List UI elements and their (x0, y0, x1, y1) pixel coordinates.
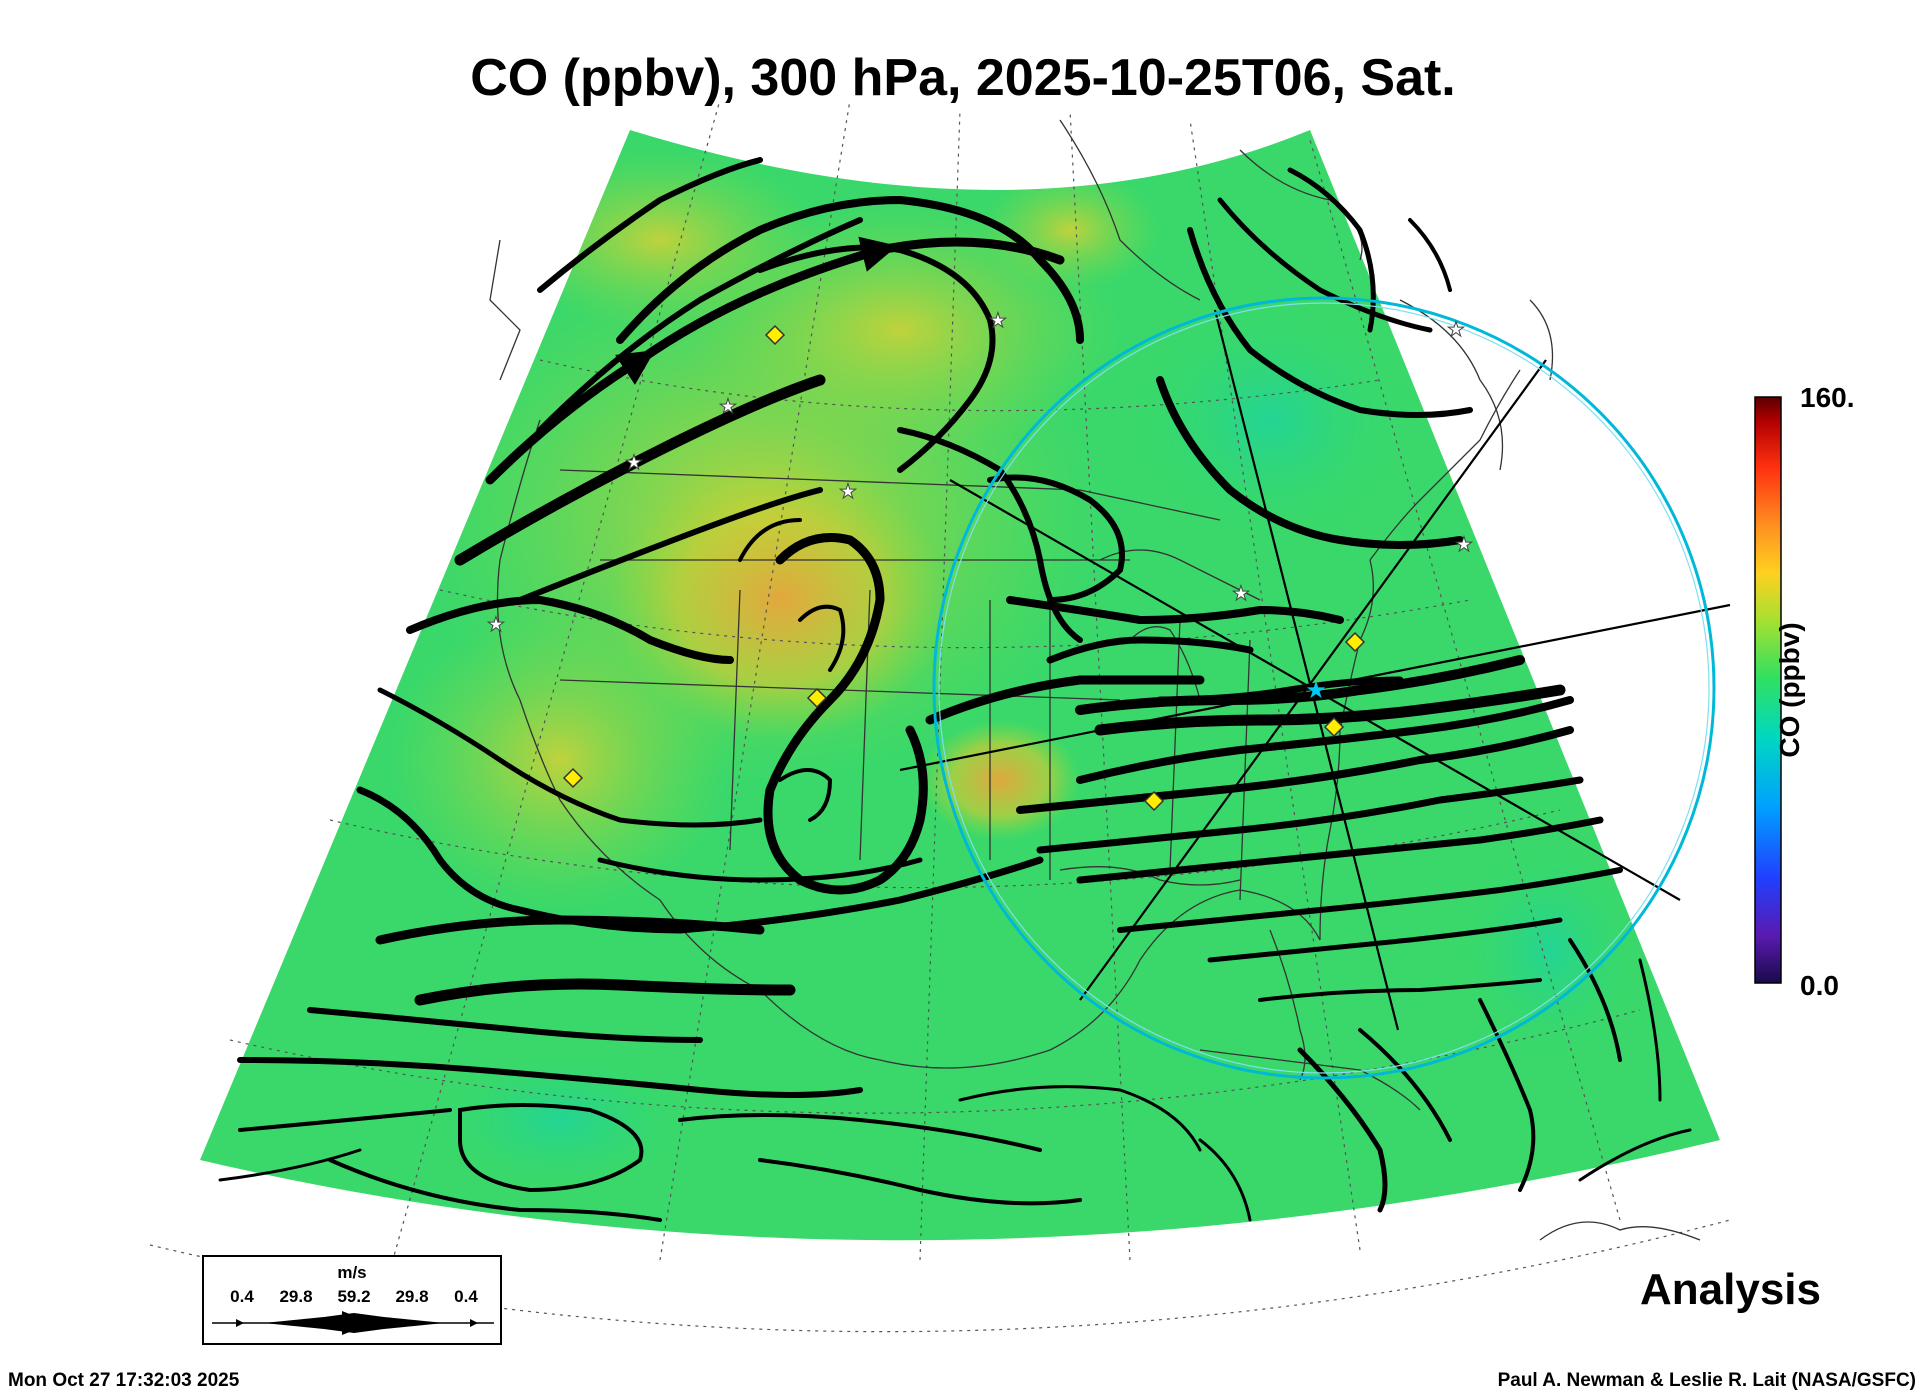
co-field (200, 130, 1720, 1241)
graticule (149, 99, 1731, 1333)
star-marker: ★ (989, 308, 1007, 332)
footer-timestamp: Mon Oct 27 17:32:03 2025 (8, 1370, 240, 1391)
star-marker: ★ (1232, 581, 1250, 605)
station-marker (1344, 631, 1366, 653)
station-markers (562, 324, 1366, 812)
svg-text:★: ★ (1305, 676, 1327, 704)
star-markers: ★ ★ ★ ★ ★ ★ ★ ★ (487, 308, 1474, 637)
wind-legend: m/s 0.4 29.8 59.2 29.8 0.4 (202, 1255, 502, 1345)
star-marker: ★ (487, 612, 505, 636)
wind-legend-value: 29.8 (279, 1287, 313, 1306)
colorbar-title: CO (ppbv) (1774, 622, 1805, 758)
star-marker: ★ (719, 394, 737, 418)
station-marker (764, 324, 786, 346)
colorbar-min-label: 0.0 (1800, 970, 1839, 1001)
station-marker (1143, 790, 1165, 812)
colorbar (1754, 396, 1782, 984)
station-marker (562, 767, 584, 789)
map-title: CO (ppbv), 300 hPa, 2025-10-25T06, Sat. (470, 49, 1456, 107)
colorbar-max-label: 160. (1800, 382, 1855, 413)
wind-legend-value: 59.2 (337, 1287, 371, 1306)
star-marker: ★ (839, 479, 857, 503)
wind-legend-value: 0.4 (454, 1287, 478, 1306)
transect-lines (899, 309, 1731, 1031)
wind-legend-value: 0.4 (230, 1287, 254, 1306)
station-marker (806, 687, 828, 709)
wind-legend-value: 29.8 (395, 1287, 429, 1306)
range-ring (932, 296, 1716, 1080)
center-marker: ★ (1305, 676, 1327, 704)
star-marker: ★ (625, 450, 643, 474)
wind-legend-arrow (212, 1311, 494, 1335)
product-label: Analysis (1640, 1265, 1821, 1314)
station-marker (1323, 716, 1345, 738)
wind-legend-unit: m/s (337, 1263, 367, 1282)
star-marker: ★ (1455, 532, 1473, 556)
footer-credit: Paul A. Newman & Leslie R. Lait (NASA/GS… (1497, 1370, 1916, 1391)
star-marker: ★ (1447, 317, 1465, 341)
